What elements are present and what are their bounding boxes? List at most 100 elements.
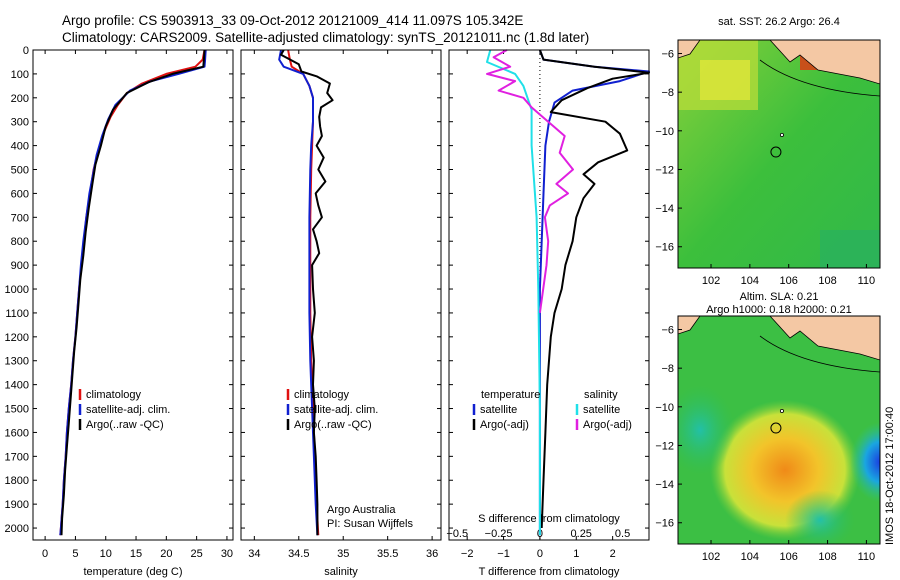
ytick-label: 1400 bbox=[5, 380, 29, 392]
salinity-panel: 34 34.5 35 35.5 36 salinity climatology satelli… bbox=[240, 49, 442, 578]
map-xtick-label: 110 bbox=[858, 275, 876, 287]
map-xtick-label: 106 bbox=[780, 275, 798, 287]
map-ytick-label: −12 bbox=[655, 440, 674, 452]
xtick-label: 34.5 bbox=[288, 548, 309, 560]
xtick-s-label: −0.25 bbox=[485, 528, 513, 540]
map-xtick-label: 110 bbox=[858, 551, 876, 563]
island-marker bbox=[779, 133, 784, 138]
series-line-blue bbox=[278, 49, 319, 536]
annotation-text: Argo Australia bbox=[327, 504, 396, 516]
series-line-magenta bbox=[486, 49, 574, 314]
legend-label: Argo(..raw -QC) bbox=[86, 419, 164, 431]
xtick-label: 25 bbox=[191, 548, 203, 560]
ytick-label: 1600 bbox=[5, 427, 29, 439]
ytick-label: 400 bbox=[11, 141, 29, 153]
series-line-black bbox=[60, 49, 206, 536]
sla-map-title-2: Argo h1000: 0.18 h2000: 0.21 bbox=[706, 304, 852, 316]
map-ytick-label: −10 bbox=[655, 402, 674, 414]
sst-map-sumatra-land bbox=[678, 40, 701, 59]
map-ytick-label: −8 bbox=[661, 87, 674, 99]
float-position-marker bbox=[770, 146, 782, 158]
xtick-s-label: −0.5 bbox=[446, 528, 468, 540]
map-ytick-label: −12 bbox=[655, 164, 674, 176]
plot-frame bbox=[32, 49, 234, 541]
xtick-label: 5 bbox=[72, 548, 78, 560]
legend-header-temperature: temperature bbox=[481, 389, 540, 401]
map-ytick-label: −14 bbox=[655, 479, 674, 491]
title-line-2: Climatology: CARS2009. Satellite-adjuste… bbox=[62, 30, 590, 45]
xtick-s-label: 0.25 bbox=[571, 528, 592, 540]
sla-map-sumatra-land bbox=[678, 316, 701, 335]
map-ytick-label: −14 bbox=[655, 203, 674, 215]
ytick-label: 1500 bbox=[5, 404, 29, 416]
sla-map-frame bbox=[677, 315, 881, 545]
legend-label: Argo(-adj) bbox=[583, 419, 632, 431]
sla-map-cold-eddy bbox=[850, 422, 880, 502]
xtick-s-label: 0.5 bbox=[615, 528, 630, 540]
temperature-panel: 0100200300400500600700800900100011001200… bbox=[5, 45, 234, 578]
xtick-label: 0 bbox=[42, 548, 48, 560]
map-xtick-label: 108 bbox=[818, 551, 836, 563]
sla-map-java-land bbox=[742, 316, 880, 361]
sst-map-title: sat. SST: 26.2 Argo: 26.4 bbox=[718, 16, 840, 28]
float-position-marker bbox=[770, 422, 782, 434]
x-axis-label: temperature (deg C) bbox=[83, 566, 182, 578]
ytick-label: 300 bbox=[11, 117, 29, 129]
xtick-label: 15 bbox=[130, 548, 142, 560]
map-ytick-label: −10 bbox=[655, 126, 674, 138]
map-xtick-label: 102 bbox=[702, 551, 720, 563]
sst-map-java-land bbox=[742, 40, 880, 85]
s-diff-xlabel: S difference from climatology bbox=[478, 513, 620, 525]
ytick-label: 600 bbox=[11, 188, 29, 200]
map-xtick-label: 106 bbox=[780, 551, 798, 563]
series-line-red bbox=[59, 49, 206, 536]
ytick-label: 800 bbox=[11, 236, 29, 248]
ytick-label: 700 bbox=[11, 212, 29, 224]
xtick-label: 34 bbox=[248, 548, 260, 560]
island-marker bbox=[779, 409, 784, 414]
sla-map-title-1: Altim. SLA: 0.21 bbox=[740, 291, 819, 303]
map-xtick-label: 108 bbox=[818, 275, 836, 287]
sla-map-contour bbox=[759, 335, 880, 373]
xtick-label: 1 bbox=[573, 548, 579, 560]
xtick-label: 35.5 bbox=[377, 548, 398, 560]
series-line-black bbox=[280, 49, 334, 536]
map-ytick-label: −6 bbox=[661, 49, 674, 61]
sst-map-yellow-patch bbox=[700, 60, 750, 100]
sla-map-teal-patch bbox=[678, 385, 735, 475]
map-ytick-label: −6 bbox=[661, 325, 674, 337]
series-line-black bbox=[538, 49, 650, 529]
sla-map bbox=[677, 315, 881, 545]
sst-map-contour bbox=[759, 59, 880, 97]
imos-stamp: IMOS 18-Oct-2012 17:00:40 bbox=[884, 407, 896, 545]
ytick-label: 1900 bbox=[5, 499, 29, 511]
series-line-cyan bbox=[486, 49, 541, 536]
ytick-label: 500 bbox=[11, 165, 29, 177]
map-axes: 102 104 106 108 110 −6 −8 −10 −12 −14 −16 102 104 106… bbox=[655, 49, 875, 563]
xtick-label: 10 bbox=[100, 548, 112, 560]
legend-header-salinity: salinity bbox=[584, 389, 618, 401]
map-xtick-label: 104 bbox=[741, 551, 759, 563]
ytick-label: 900 bbox=[11, 260, 29, 272]
legend-label: satellite-adj. clim. bbox=[86, 404, 170, 416]
ytick-label: 1300 bbox=[5, 356, 29, 368]
ytick-label: 1000 bbox=[5, 284, 29, 296]
series-line-blue bbox=[59, 49, 207, 536]
imos-stamp-group: IMOS 18-Oct-2012 17:00:40 bbox=[884, 407, 896, 545]
ytick-label: 1100 bbox=[5, 308, 29, 320]
xtick-label: 20 bbox=[160, 548, 172, 560]
plot-frame bbox=[240, 49, 442, 541]
map-ytick-label: −16 bbox=[655, 242, 674, 254]
map-xtick-label: 102 bbox=[702, 275, 720, 287]
xtick-label: 0 bbox=[537, 548, 543, 560]
legend-label: Argo(..raw -QC) bbox=[294, 419, 372, 431]
map-ytick-label: −8 bbox=[661, 363, 674, 375]
sst-map-frame bbox=[677, 39, 881, 269]
series-line-blue bbox=[538, 49, 650, 536]
sst-map-cool-patch bbox=[820, 230, 880, 268]
sla-map-teal-patch-2 bbox=[785, 490, 855, 544]
annotation-text: PI: Susan Wijffels bbox=[327, 518, 413, 530]
ytick-label: 2000 bbox=[5, 523, 29, 535]
sst-map bbox=[677, 39, 881, 269]
